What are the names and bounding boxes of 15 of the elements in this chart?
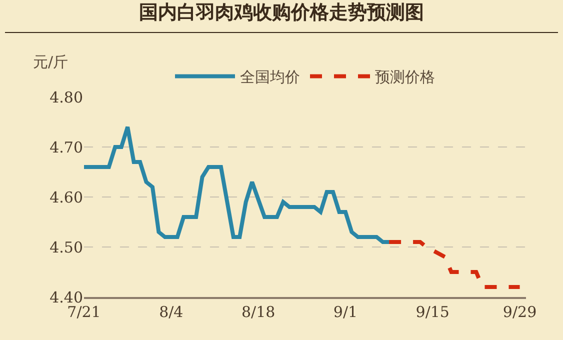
y-tick-label: 4.80 (50, 88, 83, 106)
legend-label: 预测价格 (375, 68, 435, 86)
line-series (387, 240, 522, 289)
x-tick-label: 9/1 (333, 303, 358, 321)
line-series (84, 125, 392, 244)
chart-title: 国内白羽肉鸡收购价格走势预测图 (139, 1, 424, 24)
x-tick-label: 9/15 (416, 303, 450, 321)
legend-label: 全国均价 (240, 68, 300, 86)
y-tick-label: 4.50 (50, 238, 83, 256)
y-axis-title: 元/斤 (33, 53, 68, 71)
x-tick-label: 9/29 (502, 303, 537, 321)
y-tick-label: 4.70 (50, 138, 83, 156)
x-tick-label: 8/18 (241, 303, 276, 321)
x-tick-label: 8/4 (159, 303, 184, 321)
y-tick-label: 4.60 (50, 188, 83, 206)
